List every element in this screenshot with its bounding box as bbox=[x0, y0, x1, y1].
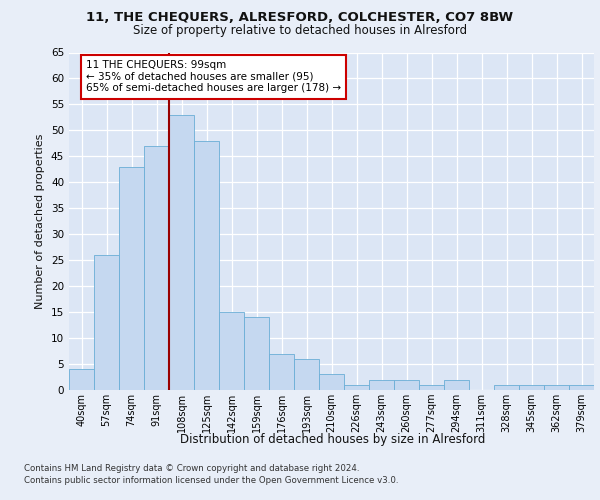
Bar bbox=[569, 385, 594, 390]
Bar bbox=[519, 385, 544, 390]
Bar bbox=[69, 369, 94, 390]
Bar bbox=[544, 385, 569, 390]
Bar bbox=[394, 380, 419, 390]
Text: Contains public sector information licensed under the Open Government Licence v3: Contains public sector information licen… bbox=[24, 476, 398, 485]
Bar bbox=[294, 359, 319, 390]
Bar bbox=[169, 115, 194, 390]
Bar bbox=[419, 385, 444, 390]
Bar bbox=[444, 380, 469, 390]
Bar bbox=[244, 318, 269, 390]
Bar bbox=[94, 255, 119, 390]
Text: Contains HM Land Registry data © Crown copyright and database right 2024.: Contains HM Land Registry data © Crown c… bbox=[24, 464, 359, 473]
Bar bbox=[194, 141, 219, 390]
Bar bbox=[319, 374, 344, 390]
Bar bbox=[219, 312, 244, 390]
Text: 11, THE CHEQUERS, ALRESFORD, COLCHESTER, CO7 8BW: 11, THE CHEQUERS, ALRESFORD, COLCHESTER,… bbox=[86, 11, 514, 24]
Y-axis label: Number of detached properties: Number of detached properties bbox=[35, 134, 46, 309]
Bar bbox=[119, 166, 144, 390]
Bar bbox=[494, 385, 519, 390]
Bar bbox=[144, 146, 169, 390]
Text: Distribution of detached houses by size in Alresford: Distribution of detached houses by size … bbox=[181, 432, 485, 446]
Bar bbox=[269, 354, 294, 390]
Bar bbox=[369, 380, 394, 390]
Text: Size of property relative to detached houses in Alresford: Size of property relative to detached ho… bbox=[133, 24, 467, 37]
Bar bbox=[344, 385, 369, 390]
Text: 11 THE CHEQUERS: 99sqm
← 35% of detached houses are smaller (95)
65% of semi-det: 11 THE CHEQUERS: 99sqm ← 35% of detached… bbox=[86, 60, 341, 94]
